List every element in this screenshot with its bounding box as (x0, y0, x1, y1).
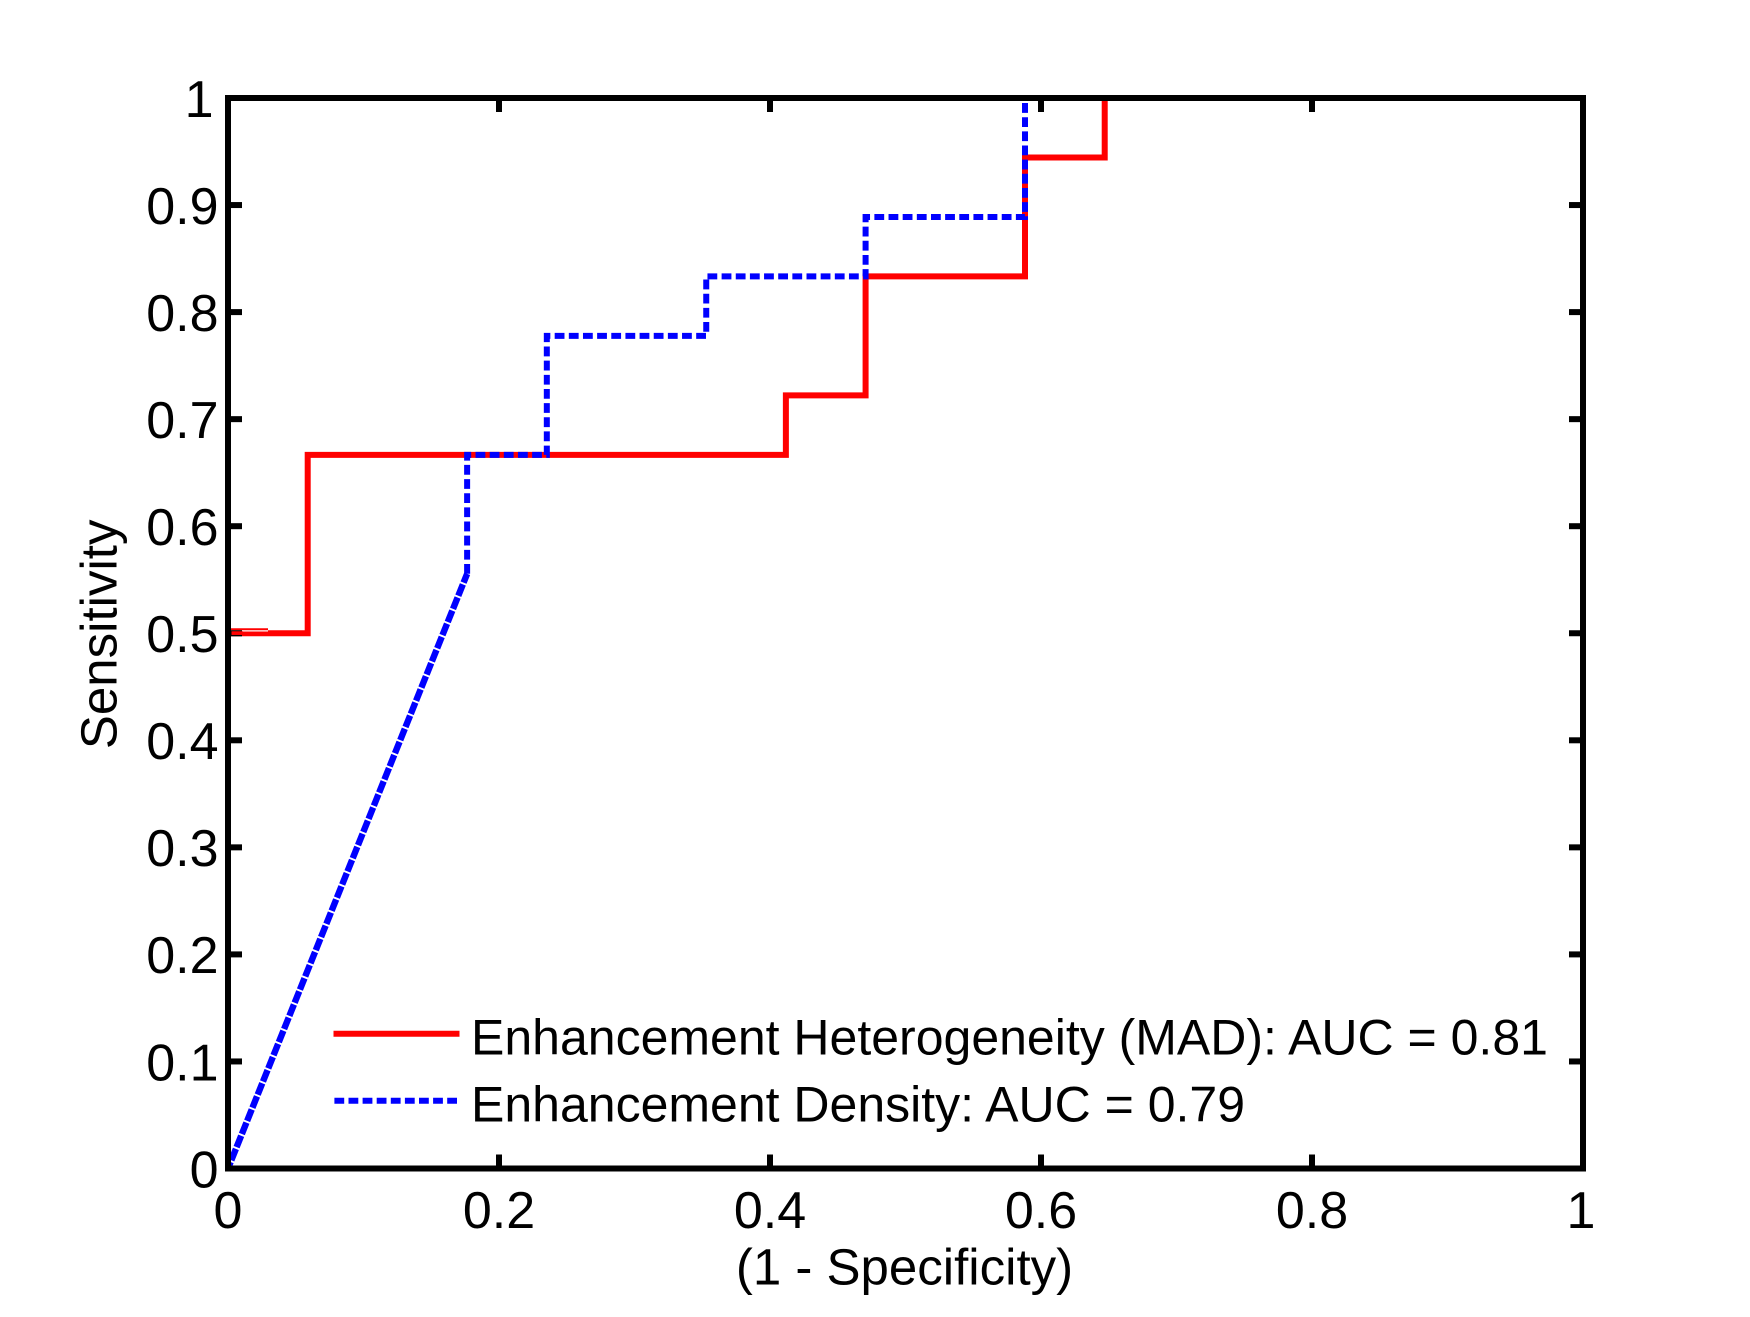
svg-text:0.2: 0.2 (146, 927, 218, 985)
svg-text:0: 0 (190, 1141, 219, 1199)
svg-text:0.5: 0.5 (146, 606, 218, 664)
svg-text:0.4: 0.4 (146, 713, 218, 771)
svg-text:0.9: 0.9 (146, 178, 218, 236)
svg-text:Sensitivity: Sensitivity (71, 519, 128, 749)
svg-text:0.8: 0.8 (146, 285, 218, 343)
svg-text:Enhancement Heterogeneity (MAD: Enhancement Heterogeneity (MAD): AUC = 0… (471, 1009, 1548, 1065)
svg-text:0.1: 0.1 (146, 1034, 218, 1092)
svg-text:0.6: 0.6 (146, 499, 218, 557)
svg-text:1: 1 (185, 71, 214, 129)
svg-text:1: 1 (1567, 1182, 1596, 1240)
svg-text:0.3: 0.3 (146, 820, 218, 878)
svg-text:Enhancement Density: AUC = 0.7: Enhancement Density: AUC = 0.79 (471, 1077, 1245, 1133)
svg-text:0.6: 0.6 (1005, 1182, 1077, 1240)
svg-text:0.2: 0.2 (463, 1182, 535, 1240)
svg-text:0: 0 (214, 1182, 243, 1240)
svg-text:0.4: 0.4 (734, 1182, 806, 1240)
svg-text:0.8: 0.8 (1276, 1182, 1348, 1240)
svg-text:(1 - Specificity): (1 - Specificity) (736, 1239, 1073, 1296)
svg-text:0.7: 0.7 (146, 392, 218, 450)
